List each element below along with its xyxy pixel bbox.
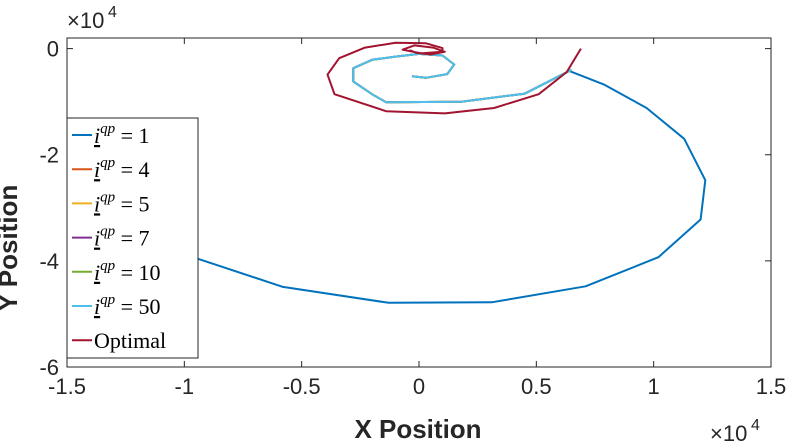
x-tick-label: 0 xyxy=(413,374,425,399)
legend-label-var: i xyxy=(94,123,100,148)
legend-label-var: i xyxy=(94,260,100,285)
series-line-1 xyxy=(113,69,707,304)
legend-entry: iqp = 50 xyxy=(72,292,161,319)
y-exponent-power: 4 xyxy=(108,4,117,21)
y-exponent-label: ×10 4 xyxy=(67,4,117,33)
legend-label-sup: qp xyxy=(100,121,116,137)
legend-label-rest: = 4 xyxy=(115,157,149,182)
x-tick-label: 1 xyxy=(648,374,660,399)
y-tick-label: -6 xyxy=(39,355,59,380)
legend-label-sup: qp xyxy=(100,155,116,171)
legend-label-var: i xyxy=(94,226,100,251)
legend-label-rest: = 1 xyxy=(115,123,149,148)
legend-label-sup: qp xyxy=(100,292,116,308)
legend-label-var: i xyxy=(94,191,100,216)
x-tick-label: -1.5 xyxy=(48,374,86,399)
legend-entry: iqp = 5 xyxy=(72,189,150,216)
y-tick-label: -4 xyxy=(39,249,59,274)
x-axis-label: X Position xyxy=(354,414,481,444)
legend-label: iqp = 1 xyxy=(94,121,150,148)
legend-label-rest: = 10 xyxy=(115,260,160,285)
legend-label: iqp = 10 xyxy=(94,258,161,285)
legend-label: iqp = 50 xyxy=(94,292,161,319)
legend-entry: iqp = 4 xyxy=(72,155,150,182)
x-tick-label: -0.5 xyxy=(283,374,321,399)
legend-label-rest: = 5 xyxy=(115,191,149,216)
x-exponent-base: ×10 xyxy=(710,421,747,445)
x-tick-label: 1.5 xyxy=(756,374,787,399)
legend-label-rest: = 50 xyxy=(115,294,160,319)
y-axis-ticks: -6 -4 -2 0 xyxy=(39,37,771,380)
legend-label-rest: = 7 xyxy=(115,226,149,251)
x-tick-label: -1 xyxy=(175,374,195,399)
y-exponent-base: ×10 xyxy=(67,8,104,33)
y-axis-label: Y Position xyxy=(0,185,23,312)
x-exponent-power: 4 xyxy=(751,417,760,434)
legend-entry: iqp = 10 xyxy=(72,258,161,285)
x-axis-ticks: -1.5 -1 -0.5 0 0.5 1 1.5 xyxy=(48,38,786,399)
legend-label-sup: qp xyxy=(100,189,116,205)
legend-entry: Optimal xyxy=(72,328,166,353)
y-tick-label: 0 xyxy=(47,37,59,62)
x-tick-label: 0.5 xyxy=(521,374,552,399)
legend-label-sup: qp xyxy=(100,224,116,240)
legend-label: Optimal xyxy=(94,328,166,353)
legend-label: iqp = 7 xyxy=(94,224,150,251)
series-line-7 xyxy=(326,41,582,115)
legend-label-rest: Optimal xyxy=(94,328,166,353)
x-exponent-label: ×10 4 xyxy=(710,417,760,445)
series-layer xyxy=(113,41,707,304)
y-tick-label: -2 xyxy=(39,143,59,168)
legend-label-var: i xyxy=(94,294,100,319)
legend-entry: iqp = 1 xyxy=(72,121,150,148)
legend-label: iqp = 4 xyxy=(94,155,150,182)
legend-label-var: i xyxy=(94,157,100,182)
series-line-6 xyxy=(352,52,572,104)
legend-label: iqp = 5 xyxy=(94,189,150,216)
legend-label-sup: qp xyxy=(100,258,116,274)
legend-entry: iqp = 7 xyxy=(72,224,150,251)
